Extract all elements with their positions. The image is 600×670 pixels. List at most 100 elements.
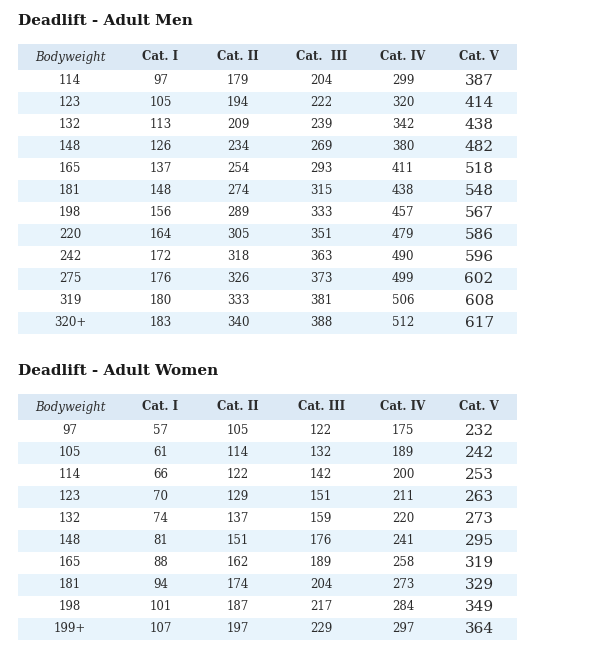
Text: 490: 490 <box>392 251 414 263</box>
Bar <box>365 44 441 70</box>
Bar <box>365 552 441 574</box>
Bar <box>365 486 441 508</box>
Text: 175: 175 <box>392 425 414 438</box>
Text: 234: 234 <box>227 141 249 153</box>
Bar <box>365 136 441 158</box>
Bar <box>18 44 122 70</box>
Bar <box>199 44 277 70</box>
Text: 319: 319 <box>464 556 494 570</box>
Text: 159: 159 <box>310 513 332 525</box>
Text: 381: 381 <box>310 295 332 308</box>
Text: 608: 608 <box>464 294 494 308</box>
Text: 222: 222 <box>310 96 332 109</box>
Text: Cat. III: Cat. III <box>298 401 345 413</box>
Text: 200: 200 <box>392 468 414 482</box>
Text: 315: 315 <box>310 184 332 198</box>
Bar <box>365 420 441 442</box>
Bar <box>365 114 441 136</box>
Text: 88: 88 <box>153 557 168 570</box>
Bar <box>122 486 199 508</box>
Bar <box>441 442 517 464</box>
Bar <box>199 92 277 114</box>
Text: Cat. IV: Cat. IV <box>380 50 425 64</box>
Bar <box>441 552 517 574</box>
Text: 295: 295 <box>464 534 494 548</box>
Bar <box>122 158 199 180</box>
Bar <box>199 574 277 596</box>
Text: 151: 151 <box>310 490 332 503</box>
Bar <box>441 312 517 334</box>
Text: 114: 114 <box>59 74 81 88</box>
Text: 189: 189 <box>310 557 332 570</box>
Bar <box>365 464 441 486</box>
Bar <box>441 268 517 290</box>
Text: 198: 198 <box>59 600 81 614</box>
Bar <box>441 596 517 618</box>
Bar <box>441 246 517 268</box>
Text: 198: 198 <box>59 206 81 220</box>
Bar <box>18 486 122 508</box>
Bar <box>199 70 277 92</box>
Text: 333: 333 <box>310 206 332 220</box>
Bar <box>441 420 517 442</box>
Bar <box>441 136 517 158</box>
Bar <box>199 420 277 442</box>
Bar <box>277 158 365 180</box>
Bar <box>18 290 122 312</box>
Text: 387: 387 <box>464 74 494 88</box>
Text: 457: 457 <box>392 206 414 220</box>
Bar <box>18 92 122 114</box>
Text: Bodyweight: Bodyweight <box>35 50 106 64</box>
Bar <box>18 312 122 334</box>
Text: 305: 305 <box>227 228 249 241</box>
Text: 194: 194 <box>227 96 249 109</box>
Text: 253: 253 <box>464 468 494 482</box>
Bar <box>122 618 199 640</box>
Text: 105: 105 <box>59 446 82 460</box>
Text: 411: 411 <box>392 163 414 176</box>
Text: 241: 241 <box>392 535 414 547</box>
Bar <box>18 246 122 268</box>
Text: 438: 438 <box>464 118 494 132</box>
Text: 602: 602 <box>464 272 494 286</box>
Bar <box>441 618 517 640</box>
Bar <box>122 394 199 420</box>
Bar <box>122 202 199 224</box>
Text: 148: 148 <box>59 141 81 153</box>
Bar <box>277 268 365 290</box>
Bar <box>18 268 122 290</box>
Text: 181: 181 <box>59 184 81 198</box>
Bar <box>18 596 122 618</box>
Bar <box>122 180 199 202</box>
Bar <box>199 224 277 246</box>
Bar <box>18 202 122 224</box>
Bar <box>365 312 441 334</box>
Text: 506: 506 <box>392 295 414 308</box>
Bar <box>365 596 441 618</box>
Text: 179: 179 <box>227 74 249 88</box>
Bar <box>122 290 199 312</box>
Bar <box>199 290 277 312</box>
Text: 211: 211 <box>392 490 414 503</box>
Text: 220: 220 <box>392 513 414 525</box>
Text: 275: 275 <box>59 273 82 285</box>
Text: 274: 274 <box>227 184 249 198</box>
Bar <box>441 70 517 92</box>
Bar <box>122 420 199 442</box>
Bar <box>199 114 277 136</box>
Text: 176: 176 <box>149 273 172 285</box>
Text: 156: 156 <box>149 206 172 220</box>
Bar <box>199 246 277 268</box>
Bar <box>18 442 122 464</box>
Bar <box>199 202 277 224</box>
Bar <box>122 596 199 618</box>
Text: 61: 61 <box>153 446 168 460</box>
Bar <box>365 530 441 552</box>
Text: 596: 596 <box>464 250 494 264</box>
Bar <box>277 508 365 530</box>
Bar <box>199 618 277 640</box>
Text: 388: 388 <box>310 316 332 330</box>
Bar <box>365 246 441 268</box>
Text: 97: 97 <box>62 425 77 438</box>
Text: Cat. II: Cat. II <box>217 50 259 64</box>
